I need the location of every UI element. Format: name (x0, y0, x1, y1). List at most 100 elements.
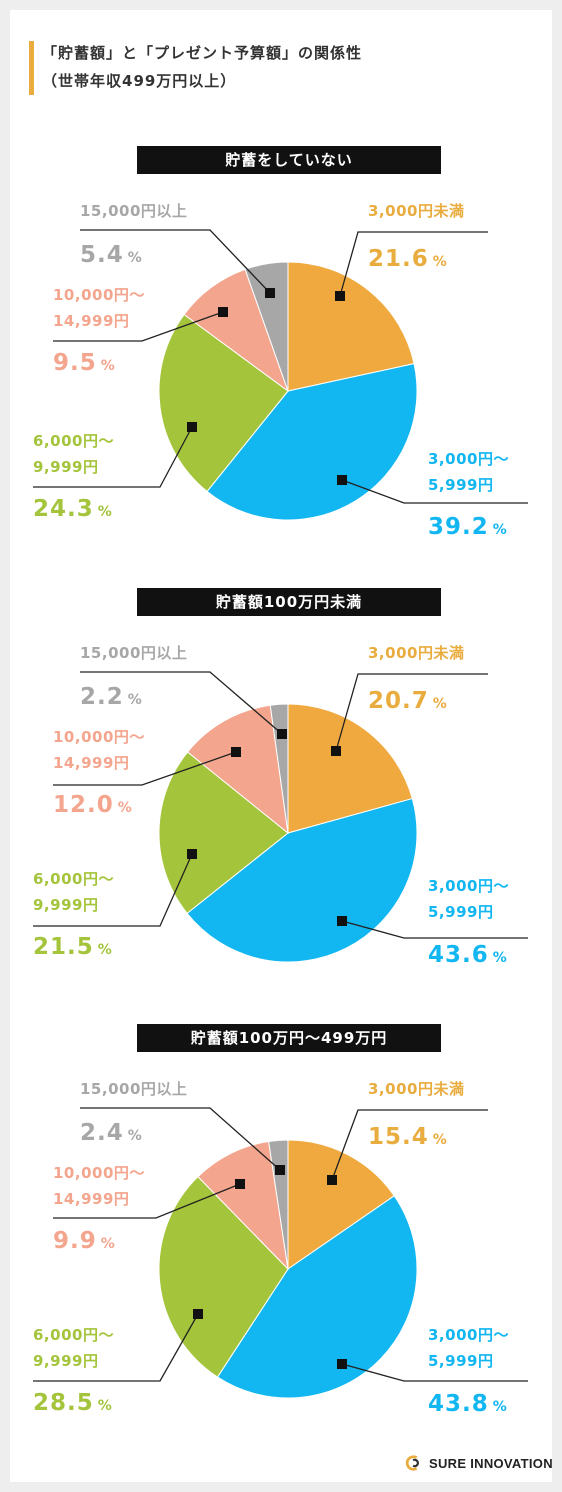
leader-line-4 (80, 229, 271, 294)
category-label-2: 9,999円 (33, 896, 98, 914)
category-label-1: 3,000円〜 (428, 450, 509, 468)
percent-unit-0: % (433, 254, 447, 270)
pie-slice-2 (158, 751, 289, 915)
leader-line-3 (53, 751, 237, 786)
chart-title: 貯蓄をしていない (137, 146, 441, 174)
leader-line-2 (33, 426, 193, 488)
pie-slice-3 (186, 704, 289, 835)
category-label-2: 9,999円 (33, 1352, 98, 1370)
percent-unit-4: % (128, 250, 142, 266)
leader-line-3 (53, 311, 224, 342)
category-label-0: 3,000円未満 (368, 644, 464, 662)
pie-slice-4 (244, 261, 289, 392)
chart-title: 貯蓄額100万円〜499万円 (137, 1024, 441, 1052)
pie-slice-3 (183, 268, 290, 393)
data-label-4: 2.4 (80, 1120, 124, 1146)
category-label-1: 5,999円 (428, 1352, 493, 1370)
leader-marker-1 (337, 916, 347, 926)
data-label-2: 28.5 (33, 1390, 94, 1416)
chart-section-no-savings: 貯蓄をしていない 3,000円未満 21.6% 3,000円〜 5,999円 39.2%… (0, 146, 562, 566)
chart-title: 貯蓄額100万円未満 (137, 588, 441, 616)
data-label-1: 39.2 (428, 514, 489, 540)
data-label-0: 21.6 (368, 246, 429, 272)
data-label-2: 21.5 (33, 934, 94, 960)
pie-slice-0 (287, 261, 415, 392)
category-label-2: 6,000円〜 (33, 870, 114, 888)
category-label-2: 6,000円〜 (33, 1326, 114, 1344)
leader-line-1 (341, 479, 528, 504)
leader-marker-0 (327, 1175, 337, 1185)
percent-unit-4: % (128, 692, 142, 708)
leader-marker-2 (187, 422, 197, 432)
data-label-4: 2.2 (80, 684, 124, 710)
percent-unit-3: % (101, 1236, 115, 1252)
category-label-1: 5,999円 (428, 903, 493, 921)
category-label-3: 10,000円〜 (53, 1164, 145, 1182)
leader-line-4 (80, 671, 283, 735)
data-label-2: 24.3 (33, 496, 94, 522)
data-label-1: 43.6 (428, 942, 489, 968)
leader-marker-0 (335, 291, 345, 301)
category-label-0: 3,000円未満 (368, 202, 464, 220)
logo-text: SURE INNOVATION (429, 1455, 553, 1471)
percent-unit-1: % (493, 950, 507, 966)
data-label-4: 5.4 (80, 242, 124, 268)
leader-line-2 (33, 1313, 199, 1382)
category-label-0: 3,000円未満 (368, 1080, 464, 1098)
leader-line-1 (341, 920, 528, 939)
data-label-3: 12.0 (53, 792, 114, 818)
pie-chart-no-savings: 3,000円未満 21.6 % 3,000円〜 5,999円 39.2 % 6,000円〜 9,… (33, 202, 528, 540)
data-label-3: 9.5 (53, 350, 97, 376)
chart-section-savings-1m-4.99m: 貯蓄額100万円〜499万円 3,000円未満 15.4% 3,000円〜 5,999… (0, 1024, 562, 1444)
pie-slice-2 (158, 313, 289, 493)
sure-innovation-logo-icon (405, 1455, 419, 1471)
category-label-1: 3,000円〜 (428, 1326, 509, 1344)
percent-unit-4: % (128, 1128, 142, 1144)
leader-marker-4 (277, 729, 287, 739)
category-label-3: 10,000円〜 (53, 286, 145, 304)
pie-slice-1 (216, 1195, 418, 1399)
percent-unit-2: % (98, 504, 112, 520)
category-label-2: 9,999円 (33, 458, 98, 476)
percent-unit-0: % (433, 696, 447, 712)
leader-marker-3 (231, 747, 241, 757)
leader-marker-1 (337, 475, 347, 485)
percent-unit-1: % (493, 522, 507, 538)
leader-line-3 (53, 1183, 241, 1219)
percent-unit-3: % (118, 800, 132, 816)
data-label-3: 9.9 (53, 1228, 97, 1254)
leader-marker-3 (235, 1179, 245, 1189)
category-label-3: 14,999円 (53, 312, 129, 330)
title-accent-bar (29, 41, 34, 95)
pie-slice-1 (186, 797, 418, 963)
leader-marker-4 (275, 1165, 285, 1175)
leader-marker-4 (265, 288, 275, 298)
category-label-4: 15,000円以上 (80, 1080, 187, 1098)
data-label-0: 15.4 (368, 1124, 429, 1150)
pie-slice-0 (287, 703, 413, 834)
pie-slice-3 (197, 1140, 289, 1271)
category-label-3: 10,000円〜 (53, 728, 145, 746)
percent-unit-1: % (493, 1399, 507, 1415)
leader-marker-3 (218, 307, 228, 317)
percent-unit-2: % (98, 1398, 112, 1414)
page-title-line-2: （世帯年収499万円以上） (42, 72, 237, 90)
category-label-4: 15,000円以上 (80, 644, 187, 662)
percent-unit-2: % (98, 942, 112, 958)
leader-line-0 (339, 231, 488, 297)
category-label-3: 14,999円 (53, 1190, 129, 1208)
leader-line-0 (331, 1109, 488, 1181)
data-label-0: 20.7 (368, 688, 429, 714)
category-label-1: 5,999円 (428, 476, 493, 494)
leader-marker-1 (337, 1359, 347, 1369)
percent-unit-3: % (101, 358, 115, 374)
pie-chart-savings-under-1m: 3,000円未満 20.7 % 3,000円〜 5,999円 43.6 % 6,000円〜 9,… (33, 644, 528, 968)
pie-chart-savings-1m-4.99m: 3,000円未満 15.4 % 3,000円〜 5,999円 43.8 % 6,000円〜 9,… (33, 1080, 528, 1417)
pie-slice-1 (206, 363, 418, 521)
percent-unit-0: % (433, 1132, 447, 1148)
category-label-1: 3,000円〜 (428, 877, 509, 895)
leader-marker-2 (193, 1309, 203, 1319)
pie-slice-0 (287, 1139, 395, 1270)
page-title-line-1: 「貯蓄額」と「プレゼント予算額」の関係性 (42, 44, 363, 62)
category-label-3: 14,999円 (53, 754, 129, 772)
